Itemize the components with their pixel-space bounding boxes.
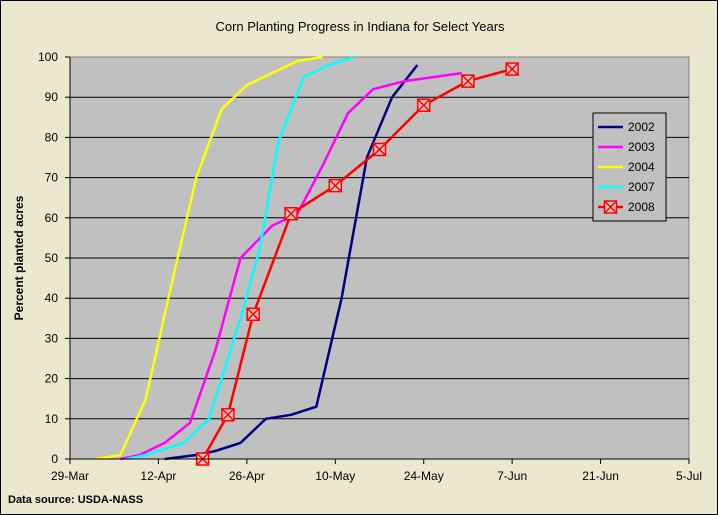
series-line-2003: [120, 71, 462, 461]
series-2004: [95, 55, 323, 461]
y-tick-label: 40: [45, 291, 59, 305]
y-axis-ticks: 0 10 20 30 40 50 60 70 80 90 100: [38, 50, 70, 466]
legend-item-2003: 2003: [598, 140, 655, 154]
series-2003: [120, 71, 462, 461]
legend-item-2004: 2004: [598, 160, 655, 174]
x-tick-label: 12-Apr: [140, 469, 176, 483]
data-point-2008: [221, 408, 235, 422]
x-axis-ticks: 29-Mar 12-Apr 26-Apr 10-May 24-May 7-Jun 21-Ju…: [51, 459, 702, 483]
legend-item-2007: 2007: [598, 180, 655, 194]
legend-label: 2008: [628, 200, 655, 214]
legend-item-2002: 2002: [598, 120, 655, 134]
y-tick-label: 50: [45, 251, 59, 265]
legend-label: 2007: [628, 180, 655, 194]
data-point-2008: [372, 142, 387, 157]
data-source-note: Data source: USDA-NASS: [8, 494, 143, 506]
x-tick-label: 24-May: [404, 469, 444, 483]
y-tick-label: 100: [38, 50, 58, 64]
series-layer: [95, 55, 519, 466]
y-tick-label: 80: [45, 130, 59, 144]
legend: 2002 2003 2004 2007 2008: [592, 112, 667, 222]
x-tick-label: 10-May: [315, 469, 355, 483]
y-axis-label: Percent planted acres: [12, 195, 26, 320]
series-2007: [126, 55, 355, 461]
y-tick-label: 20: [45, 372, 59, 386]
chart-title: Corn Planting Progress in Indiana for Se…: [215, 19, 505, 34]
y-tick-label: 70: [45, 171, 59, 185]
data-point-2008: [284, 207, 298, 221]
data-point-2008: [505, 62, 519, 76]
series-2008: [195, 62, 519, 466]
series-line-2004: [95, 55, 323, 461]
legend-label: 2004: [628, 160, 655, 174]
y-tick-label: 10: [45, 412, 59, 426]
data-point-2008: [461, 74, 475, 88]
data-point-2008: [246, 307, 260, 322]
data-point-2008: [328, 178, 343, 193]
gridlines: [70, 96, 689, 420]
x-tick-label: 5-Jul: [676, 469, 702, 483]
x-tick-label: 26-Apr: [229, 469, 265, 483]
y-tick-label: 90: [45, 90, 59, 104]
x-tick-label: 7-Jun: [497, 469, 527, 483]
y-tick-label: 60: [45, 211, 59, 225]
legend-label: 2002: [628, 120, 655, 134]
y-tick-label: 30: [45, 331, 59, 345]
series-line-2007: [126, 55, 355, 461]
data-point-2008: [416, 98, 431, 112]
x-tick-label: 21-Jun: [582, 469, 619, 483]
y-tick-label: 0: [51, 452, 58, 466]
legend-label: 2003: [628, 140, 655, 154]
x-tick-label: 29-Mar: [51, 469, 89, 483]
legend-item-2008: 2008: [598, 200, 655, 214]
